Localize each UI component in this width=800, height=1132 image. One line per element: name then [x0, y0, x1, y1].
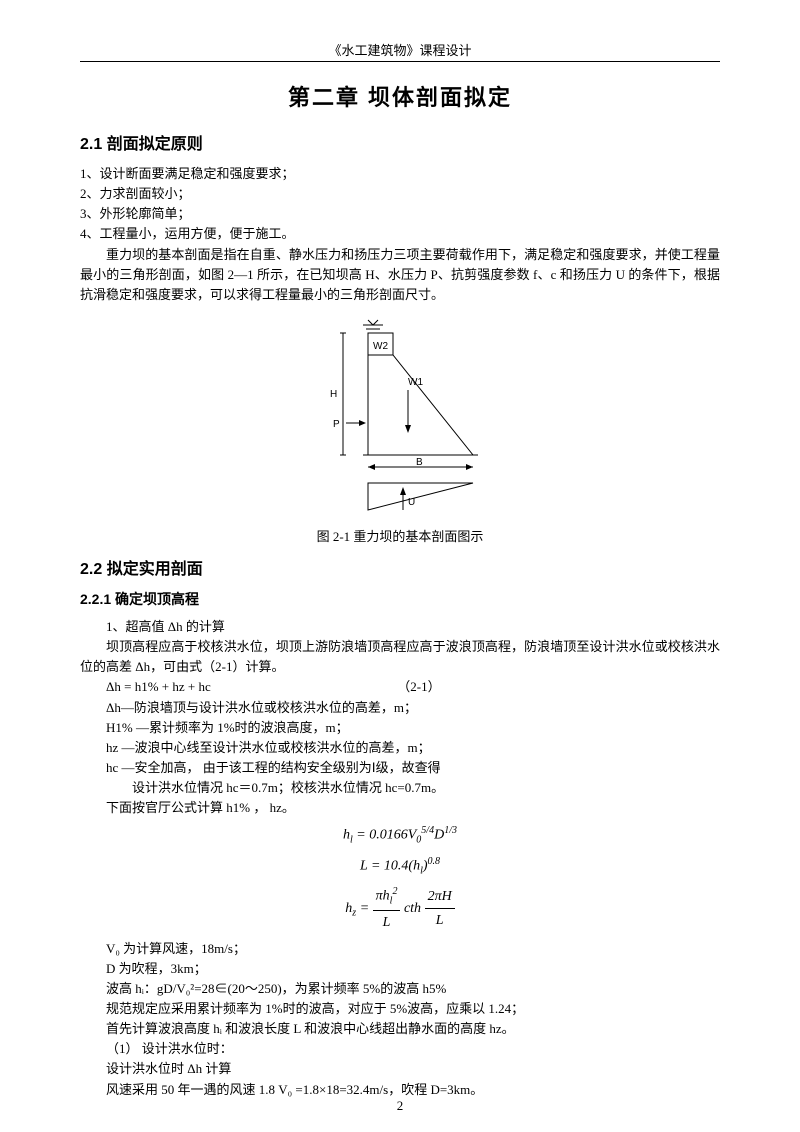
f3-num-exp: 2 [392, 886, 397, 897]
eq-2-1-number: （2-1） [397, 679, 440, 694]
def-delta-h: Δh—防浪墙顶与设计洪水位或校核洪水位的高差，m； [80, 698, 720, 718]
header-divider [80, 61, 720, 62]
label-h: H [330, 389, 337, 400]
eq-2-1-expr: Δh = h1% + hz + hc [106, 679, 211, 694]
figure-2-1-caption: 图 2-1 重力坝的基本剖面图示 [80, 526, 720, 545]
line-rule: 规范规定应采用累计频率为 1%时的波高，对应于 5%波高，应乘以 1.24； [80, 999, 720, 1019]
f1-exp1: 5/4 [421, 825, 434, 836]
def-hc-b: 设计洪水位情况 hc＝0.7m；校核洪水位情况 hc=0.7m。 [80, 778, 720, 798]
f1-lhs: h [343, 828, 350, 843]
principle-item-4: 4、工程量小，运用方便，便于施工。 [80, 224, 720, 244]
label-p: P [333, 419, 340, 430]
line-first: 首先计算波浪高度 hᵢ 和波浪长度 L 和波浪中心线超出静水面的高度 hz。 [80, 1019, 720, 1039]
f3-eq: = [356, 901, 372, 916]
section-2-2-title: 2.2 拟定实用剖面 [80, 555, 720, 579]
def-hz: hz —波浪中心线至设计洪水位或校核洪水位的高差，m； [80, 738, 720, 758]
principle-item-2: 2、力求剖面较小； [80, 184, 720, 204]
f3-num2: 2πH [425, 885, 455, 910]
f3-num: πh [376, 889, 390, 904]
f1-mid: D [434, 828, 444, 843]
formula-hz: hz = πhl2 L cth 2πH L [80, 883, 720, 934]
f1-rhs: = 0.0166V [353, 828, 417, 843]
f3-num-sub: l [390, 896, 393, 907]
page-number: 2 [0, 1098, 800, 1114]
f3-den: L [373, 911, 401, 935]
para-dam-crest: 坝顶高程应高于校核洪水位，坝顶上游防浪墙顶高程应高于波浪顶高程，防浪墙顶至设计洪… [80, 637, 720, 677]
def-h1pct: H1% —累计频率为 1%时的波浪高度，m； [80, 718, 720, 738]
line-hi: 波高 hᵢ：gD/V₀²=28∈(20～250)，为累计频率 5%的波高 h5% [80, 979, 720, 999]
principle-item-3: 3、外形轮廓简单； [80, 204, 720, 224]
chapter-title: 第二章 坝体剖面拟定 [80, 80, 720, 112]
line-case1: （1） 设计洪水位时： [80, 1039, 720, 1059]
label-w1: W1 [408, 377, 423, 388]
para-guanting: 下面按官厅公式计算 h1% ， hz。 [80, 798, 720, 818]
section-2-1-paragraph: 重力坝的基本剖面是指在自重、静水压力和扬压力三项主要荷载作用下，满足稳定和强度要… [80, 245, 720, 305]
course-header: 《水工建筑物》课程设计 [80, 40, 720, 59]
principle-item-1: 1、设计断面要满足稳定和强度要求； [80, 164, 720, 184]
equation-2-1: Δh = h1% + hz + hc （2-1） [80, 677, 720, 697]
f3-den2: L [425, 909, 455, 933]
line-d: D 为吹程，3km； [80, 959, 720, 979]
line-v0: V₀ 为计算风速，18m/s； [80, 939, 720, 959]
section-2-2-1-title: 2.2.1 确定坝顶高程 [80, 589, 720, 609]
line-design: 设计洪水位时 Δh 计算 [80, 1059, 720, 1079]
def-hc-a: hc —安全加高， 由于该工程的结构安全级别为Ⅰ级，故查得 [80, 758, 720, 778]
section-2-1-title: 2.1 剖面拟定原则 [80, 130, 720, 154]
label-b: B [416, 457, 423, 468]
f2-exp: 0.8 [428, 856, 441, 867]
formula-l: L = 10.4(hl)0.8 [80, 853, 720, 879]
figure-2-1: W2 W1 H P B U [80, 315, 720, 520]
line-wind: 风速采用 50 年一遇的风速 1.8 V₀ =1.8×18=32.4m/s，吹程… [80, 1080, 720, 1100]
label-w2: W2 [373, 341, 388, 352]
formula-hl: hl = 0.0166V05/4D1/3 [80, 822, 720, 848]
f2-lhs: L = 10.4(h [360, 859, 420, 874]
item-delta-h: 1、超高值 Δh 的计算 [80, 617, 720, 637]
f3-cth: cth [404, 901, 425, 916]
label-u: U [408, 497, 415, 508]
f1-exp2: 1/3 [444, 825, 457, 836]
